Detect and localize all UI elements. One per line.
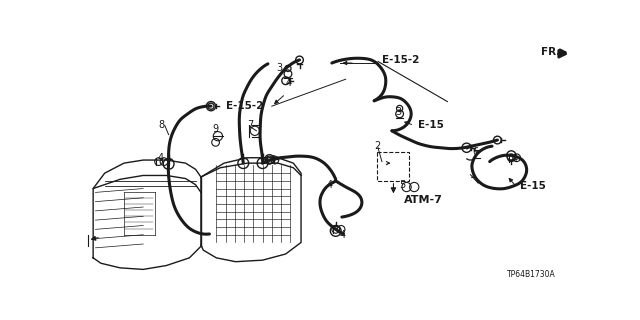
Text: 9: 9 [212,124,219,134]
Text: 4: 4 [269,155,276,165]
Text: E-15: E-15 [520,181,546,191]
FancyArrowPatch shape [387,162,390,165]
Text: 5: 5 [399,180,405,190]
Text: ATM-7: ATM-7 [403,195,442,205]
Text: 4: 4 [326,180,333,190]
Text: E-15-2: E-15-2 [382,55,419,65]
Text: 4: 4 [285,78,292,88]
Bar [378,152,409,181]
Text: 4: 4 [340,230,346,240]
Text: FR.: FR. [541,47,560,57]
Text: 2: 2 [374,141,380,151]
Text: 3: 3 [395,107,401,116]
Text: TP64B1730A: TP64B1730A [507,270,556,279]
Text: 1: 1 [470,171,477,180]
Text: 6: 6 [472,147,478,156]
Text: 4: 4 [158,153,164,163]
Text: 4: 4 [511,154,517,164]
Text: E-15: E-15 [418,120,444,130]
Text: 7: 7 [247,120,253,130]
Text: 3: 3 [276,63,282,73]
Text: 8: 8 [159,120,164,130]
Text: E-15-2: E-15-2 [225,101,263,111]
